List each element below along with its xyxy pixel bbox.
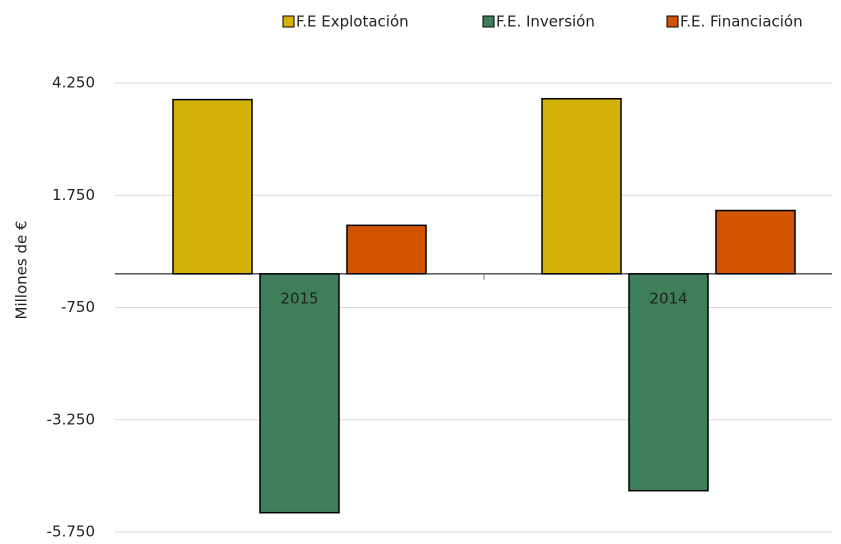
y-tick-label: -3.250: [47, 410, 95, 428]
y-tick-label: -750: [61, 298, 95, 316]
bar: [346, 224, 427, 275]
legend-swatch: [482, 15, 495, 28]
legend-swatch: [666, 15, 679, 28]
legend-label: F.E. Financiación: [680, 13, 803, 31]
legend-label: F.E. Inversión: [496, 13, 595, 31]
x-tick-label: 2015: [280, 289, 318, 307]
legend-label: F.E Explotación: [296, 13, 409, 31]
y-axis-label: Millones de €: [13, 220, 31, 319]
bar: [172, 98, 253, 275]
bar: [541, 97, 622, 275]
y-tick-label: 4.250: [52, 74, 95, 92]
legend-swatch: [282, 15, 295, 28]
y-tick-label: 1.750: [52, 186, 95, 204]
x-tick-label: 2014: [649, 289, 687, 307]
bar: [628, 273, 709, 492]
bar: [259, 273, 340, 514]
bar: [715, 209, 796, 275]
y-tick-label: -5.750: [47, 523, 95, 541]
